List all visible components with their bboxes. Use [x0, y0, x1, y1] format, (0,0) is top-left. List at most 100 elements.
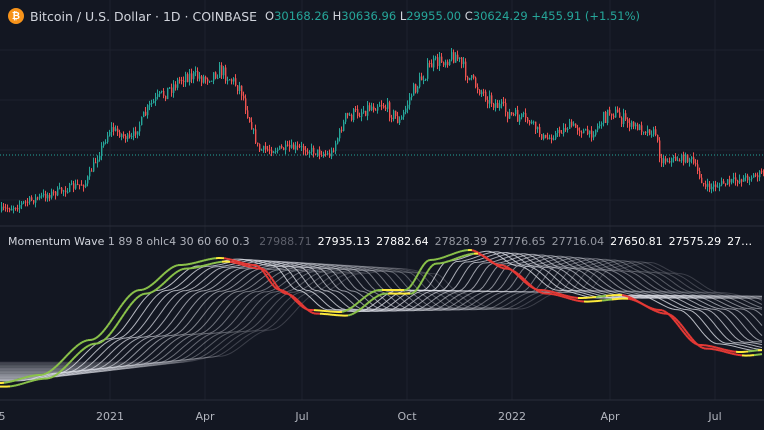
wave-fast-segment [119, 304, 123, 309]
wave-fast-segment [147, 285, 151, 289]
wave-fast-segment [433, 262, 437, 266]
candle-body [691, 157, 693, 160]
wave-fast-segment [521, 276, 525, 280]
wave-fast-segment [289, 293, 293, 297]
wave-fast-segment [677, 320, 681, 325]
wave-fast-segment [237, 260, 241, 264]
candle-body [607, 109, 609, 123]
candle-body [633, 121, 635, 127]
candle-body [443, 62, 445, 66]
candle-body [505, 102, 507, 112]
candle-body [511, 112, 513, 115]
candle-body [675, 156, 677, 161]
candle-body [139, 125, 141, 132]
wave-fast-segment [279, 289, 283, 293]
wave-fast-segment [631, 298, 635, 302]
candle-body [35, 197, 37, 203]
candle-body [111, 127, 113, 133]
candle-body [205, 76, 207, 80]
wave-fast-segment [97, 341, 101, 345]
wave-fast-segment [27, 380, 31, 383]
candle-body [485, 91, 487, 100]
candle-body [227, 80, 229, 82]
candle-body [293, 144, 295, 150]
wave-fast-segment [181, 267, 185, 271]
wave-fast-segment [269, 280, 273, 285]
wave-fast-segment [273, 285, 277, 290]
candle-body [477, 87, 479, 91]
candle-body [603, 111, 605, 124]
candle-body [59, 187, 61, 189]
wave-fast-segment [407, 286, 411, 290]
wave-fast-segment [719, 347, 723, 350]
candle-body [619, 112, 621, 118]
candle-body [345, 113, 347, 122]
wave-fast-segment [139, 293, 143, 297]
wave-fast-segment [457, 256, 461, 259]
wave-fast-segment [111, 315, 115, 321]
candle-body [197, 70, 199, 79]
candle-body [761, 171, 763, 173]
wave-fast-segment [117, 307, 121, 312]
candle-body [497, 102, 499, 108]
candle-body [523, 113, 525, 115]
candle-body [753, 174, 755, 178]
wave-fast-segment [365, 302, 369, 306]
wave-line [0, 251, 763, 381]
candle-body [119, 132, 121, 137]
candle-body [3, 206, 5, 208]
wave-fast-segment [453, 251, 457, 255]
wave-fast-segment [723, 350, 727, 354]
candle-body [159, 91, 161, 95]
candle-body [685, 154, 687, 163]
wave-fast-segment [65, 363, 69, 367]
wave-fast-segment [501, 264, 505, 267]
candle-body [589, 130, 591, 135]
wave-fast-segment [457, 250, 461, 254]
candle-body [641, 125, 643, 132]
wave-fast-segment [657, 311, 661, 314]
candle-body [147, 105, 149, 116]
candle-body [155, 96, 157, 101]
candle-body [275, 151, 277, 153]
wave-fast-segment [459, 255, 463, 259]
wave-fast-segment [661, 309, 665, 312]
candle-body [425, 78, 427, 81]
wave-fast-segment [157, 276, 161, 281]
candle-body [361, 112, 363, 117]
candle-body [673, 156, 675, 159]
candle-body [487, 99, 489, 104]
candle-body [615, 109, 617, 118]
wave-fast-segment [353, 303, 357, 307]
wave-fast-segment [165, 278, 169, 282]
wave-fast-segment [155, 287, 159, 291]
candle-body [229, 79, 231, 81]
candle-body [539, 127, 541, 135]
wave-fast-segment [559, 294, 563, 298]
wave-fast-segment [627, 295, 631, 299]
candle-body [613, 115, 615, 118]
symbol-title[interactable]: Bitcoin / U.S. Dollar · 1D · COINBASE [30, 8, 258, 24]
wave-fast-segment [351, 312, 355, 316]
wave-fast-segment [465, 253, 469, 257]
candle-body [83, 185, 85, 187]
wave-fast-segment [415, 287, 419, 292]
wave-fast-segment [489, 259, 493, 263]
wave-fast-segment [207, 263, 211, 266]
candle-body [695, 163, 697, 165]
indicator-legend[interactable]: Momentum Wave 1 89 8 ohlc4 30 60 60 0.3 … [8, 235, 752, 248]
candle-body [105, 142, 107, 144]
candle-body [541, 134, 543, 139]
wave-fast-segment [377, 294, 381, 297]
candle-body [237, 85, 239, 91]
candle-body [637, 124, 639, 130]
candle-body [725, 183, 727, 185]
wave-fast-segment [141, 292, 145, 296]
candle-body [483, 91, 485, 93]
x-axis-tick: 5 [0, 410, 6, 423]
candle-body [697, 164, 699, 171]
candle-body [659, 140, 661, 159]
candle-body [369, 105, 371, 111]
wave-fast-segment [663, 310, 667, 313]
